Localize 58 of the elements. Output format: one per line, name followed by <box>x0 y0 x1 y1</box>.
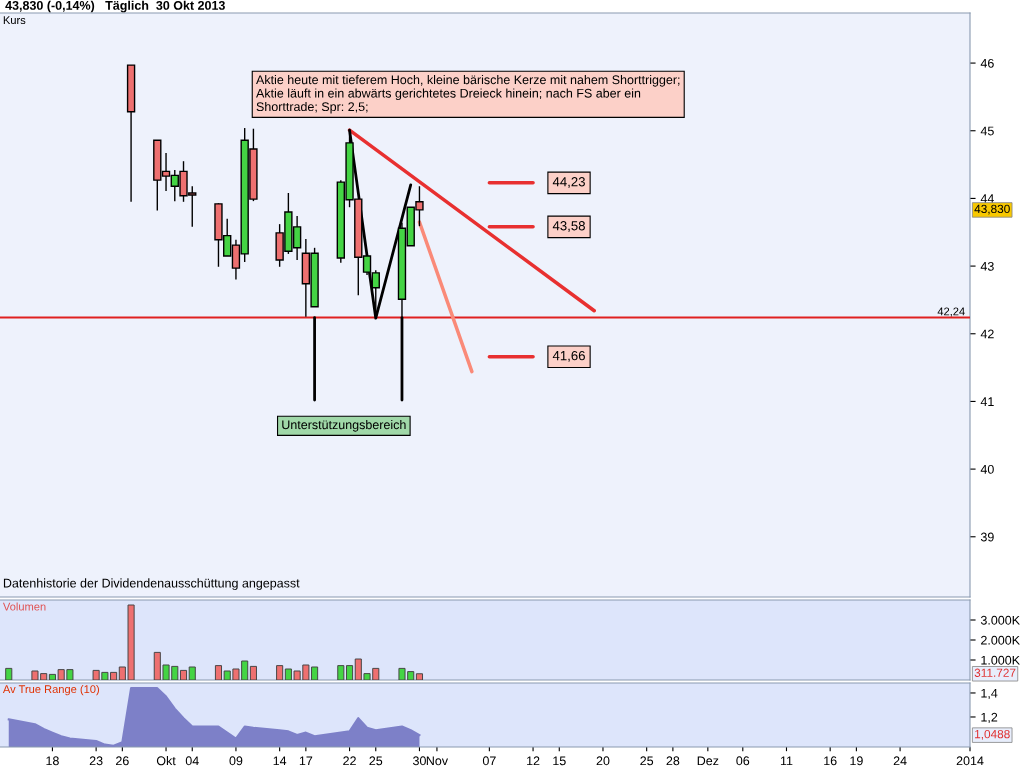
bar <box>5 667 13 680</box>
annotation: Datenhistorie der Dividendenausschüttung angepasst <box>3 578 300 590</box>
x-tick-label: Dez <box>697 756 719 766</box>
x-tick-label: 26 <box>116 756 129 766</box>
text: 43,830 <box>974 204 1010 215</box>
x-tick-label: 15 <box>553 756 566 766</box>
y-tick-label: 42 <box>980 329 994 339</box>
x-tick-label: 23 <box>89 756 103 766</box>
y-tick-label: 1.000K <box>981 655 1020 665</box>
y-tick-label: 46 <box>980 58 994 68</box>
bar <box>179 669 188 680</box>
bar <box>249 665 257 680</box>
y-tick-label: 3.000K <box>980 615 1020 625</box>
x-tick-label: 24 <box>893 756 907 766</box>
x-tick-label: 22 <box>343 756 356 766</box>
y-tick-label: 1,4 <box>981 688 998 700</box>
y-tick-label: 1,2 <box>981 712 998 724</box>
chart-title: 43,830 (-0,14%) Täglich 30 Okt 2013 <box>5 0 225 13</box>
y-tick-label: 43 <box>980 261 994 271</box>
annotation: 44,23 <box>552 177 585 188</box>
bar <box>188 666 196 680</box>
x-tick-label: 20 <box>596 756 610 766</box>
annotation: Aktie heute mit tieferem Hoch, kleine bärische Kerze mit nahem Shorttrigger; Aktie läuft in ein abwärts gerichtetes Dreieck hinein; nach FS aber ein Shorttrade; Spr: 2,5; <box>256 75 680 114</box>
y-tick-label: 40 <box>980 464 994 474</box>
x-tick-label: 28 <box>666 756 680 766</box>
x-tick-label: 11 <box>780 756 793 766</box>
y-tick-label: 39 <box>980 532 994 542</box>
x-tick-label: 04 <box>185 756 199 766</box>
x-tick-label: 07 <box>482 756 496 766</box>
x-tick-label: 19 <box>850 756 863 766</box>
text: 311.727 <box>974 668 1016 677</box>
chart-title: Av True Range (10) <box>2 684 99 696</box>
x-tick-label: 30 <box>412 756 426 766</box>
y-tick-label: 2.000K <box>981 635 1020 645</box>
x-tick-label: 18 <box>46 756 59 766</box>
x-tick-label: 25 <box>369 756 383 766</box>
x-tick-label: 14 <box>273 756 287 766</box>
y-tick-label: 45 <box>980 126 994 136</box>
x-tick-label: 25 <box>640 756 654 766</box>
x-tick-label: 06 <box>736 756 750 766</box>
x-tick-label: 16 <box>824 756 837 766</box>
annotation: Unterstützungsbereich <box>282 420 406 432</box>
annotation: 41,66 <box>552 350 585 362</box>
bar <box>276 665 284 680</box>
chart-subtitle: Kurs <box>3 16 26 25</box>
chart-title: Volumen <box>2 602 46 611</box>
x-tick-label: 2014 <box>956 756 984 766</box>
ref-line-label: 42,24 <box>937 307 965 317</box>
text: 1,0488 <box>975 729 1010 740</box>
x-tick-label: 09 <box>229 756 243 766</box>
x-tick-label: Nov <box>426 756 449 766</box>
y-tick-label: 44 <box>980 194 994 203</box>
x-tick-label: 12 <box>527 756 540 766</box>
x-tick-label: 17 <box>299 756 313 766</box>
x-tick-label: Okt <box>156 756 176 766</box>
annotation: 43,58 <box>552 221 585 232</box>
y-tick-label: 41 <box>980 397 994 406</box>
bar <box>415 673 424 680</box>
